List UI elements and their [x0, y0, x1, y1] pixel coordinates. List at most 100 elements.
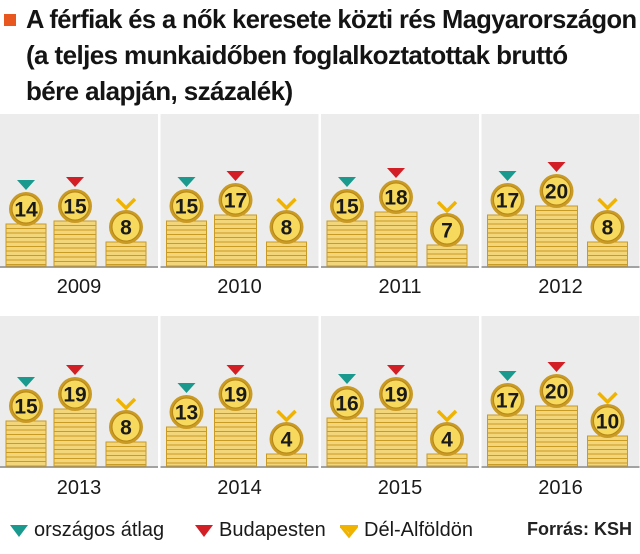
marker-chevron [436, 200, 458, 213]
value-label-delalfold: 8 [602, 217, 614, 240]
coin-stack-body [105, 241, 147, 267]
coin-badge-inner [542, 176, 571, 206]
coin-stack-delalfold: 8 [587, 197, 628, 267]
marker-triangle [226, 171, 245, 181]
marker-triangle [547, 362, 566, 372]
panel-2010: 2010 15 17 8 [160, 114, 319, 298]
coin-stack-body [214, 214, 257, 267]
year-label-2012: 2012 [538, 276, 583, 298]
coin-stack-delalfold: 10 [587, 391, 628, 467]
value-label-delalfold: 4 [281, 429, 293, 452]
coin-stack-orszagos: 15 [5, 377, 47, 467]
value-label-orszagos: 15 [14, 396, 38, 419]
marker-triangle [177, 383, 196, 393]
year-label-2010: 2010 [217, 276, 262, 298]
coin-badge-inner [272, 424, 301, 454]
year-label-2009: 2009 [57, 276, 102, 298]
marker-triangle [17, 180, 35, 190]
year-label-2011: 2011 [378, 276, 421, 298]
coin-badge-inner [172, 191, 201, 221]
value-label-orszagos: 17 [496, 190, 519, 213]
value-label-budapest: 19 [384, 384, 407, 407]
coin-stack-body [487, 214, 528, 267]
marker-chevron [597, 391, 618, 404]
marker-triangle [17, 377, 35, 387]
legend-label-orszagos: országos átlag [34, 519, 165, 541]
marker-triangle [498, 371, 517, 381]
coin-stack-body [5, 223, 47, 267]
value-label-orszagos: 17 [496, 390, 519, 413]
coin-badge-inner [60, 191, 90, 221]
value-label-budapest: 17 [224, 190, 247, 213]
coin-stack-body [266, 241, 307, 267]
coin-stack-body [105, 441, 147, 467]
coin-badge-inner [432, 215, 462, 245]
legend: országos átlag Budapesten Dél-Alföldön [0, 515, 640, 545]
marker-triangle [547, 162, 566, 172]
legend-label-delalfold: Dél-Alföldön [364, 519, 473, 541]
coin-badge-inner [593, 406, 622, 436]
panel-2015: 2015 16 19 4 [321, 316, 479, 499]
year-label-2016: 2016 [538, 477, 583, 499]
coin-badge-inner [332, 388, 362, 418]
marker-triangle [387, 168, 405, 178]
value-label-delalfold: 8 [120, 417, 132, 440]
title-line-3: bére alapján, százalék) [26, 76, 293, 106]
value-label-orszagos: 15 [335, 196, 359, 219]
marker-triangle [66, 177, 84, 187]
marker-triangle [66, 365, 84, 375]
coin-badge-inner [221, 185, 250, 215]
coin-stack-delalfold: 8 [105, 397, 147, 467]
title-accent-square [4, 14, 16, 26]
coin-stack-budapest: 17 [214, 171, 257, 267]
value-label-orszagos: 16 [335, 393, 358, 416]
coin-badge-inner [381, 379, 411, 409]
panel-2014: 2014 13 19 4 [160, 316, 319, 499]
coin-stack-budapest: 20 [535, 362, 578, 467]
coin-badge-inner [172, 397, 201, 427]
coin-stack-delalfold: 4 [426, 409, 468, 467]
marker-triangle [177, 177, 196, 187]
marker-chevron [115, 397, 137, 410]
value-label-delalfold: 8 [120, 217, 132, 240]
coin-stack-budapest: 19 [53, 365, 97, 467]
marker-triangle [498, 171, 517, 181]
value-label-budapest: 20 [545, 381, 568, 404]
coin-stack-budapest: 19 [374, 365, 418, 467]
coin-badge-inner [111, 212, 141, 242]
teal-triangle-icon [10, 525, 28, 537]
coin-badge-inner [432, 424, 462, 454]
coin-stack-budapest: 20 [535, 162, 578, 267]
value-label-orszagos: 13 [175, 402, 198, 425]
coin-stack-delalfold: 8 [266, 197, 307, 267]
year-label-2013: 2013 [57, 477, 102, 499]
marker-triangle [387, 365, 405, 375]
coin-badge-inner [593, 212, 622, 242]
coin-stack-orszagos: 17 [487, 171, 528, 267]
coin-badge-inner [60, 379, 90, 409]
coin-badge-inner [11, 391, 41, 421]
value-label-orszagos: 14 [14, 199, 38, 222]
coin-stack-orszagos: 17 [487, 371, 528, 467]
coin-stack-orszagos: 14 [5, 180, 47, 267]
yellow-chevron-icon [340, 525, 358, 539]
red-triangle-icon [195, 525, 213, 537]
coin-stack-body [166, 426, 207, 467]
coin-stack-delalfold: 8 [105, 197, 147, 267]
coin-badge-inner [111, 412, 141, 442]
year-label-2014: 2014 [217, 477, 262, 499]
value-label-delalfold: 4 [441, 429, 453, 452]
coin-badge-inner [381, 182, 411, 212]
coin-stack-body [587, 241, 628, 267]
coin-stack-orszagos: 13 [166, 383, 207, 467]
coin-stack-delalfold: 4 [266, 409, 307, 467]
value-label-budapest: 20 [545, 181, 568, 204]
marker-triangle [338, 374, 356, 384]
value-label-budapest: 19 [63, 384, 86, 407]
title-line-1: A férfiak és a nők keresete közti rés Ma… [26, 4, 637, 34]
legend-label-budapest: Budapesten [219, 519, 326, 541]
marker-chevron [597, 197, 618, 210]
title-line-2: (a teljes munkaidőben foglalkoztatottak … [26, 40, 568, 70]
coin-stack-orszagos: 16 [326, 374, 368, 467]
